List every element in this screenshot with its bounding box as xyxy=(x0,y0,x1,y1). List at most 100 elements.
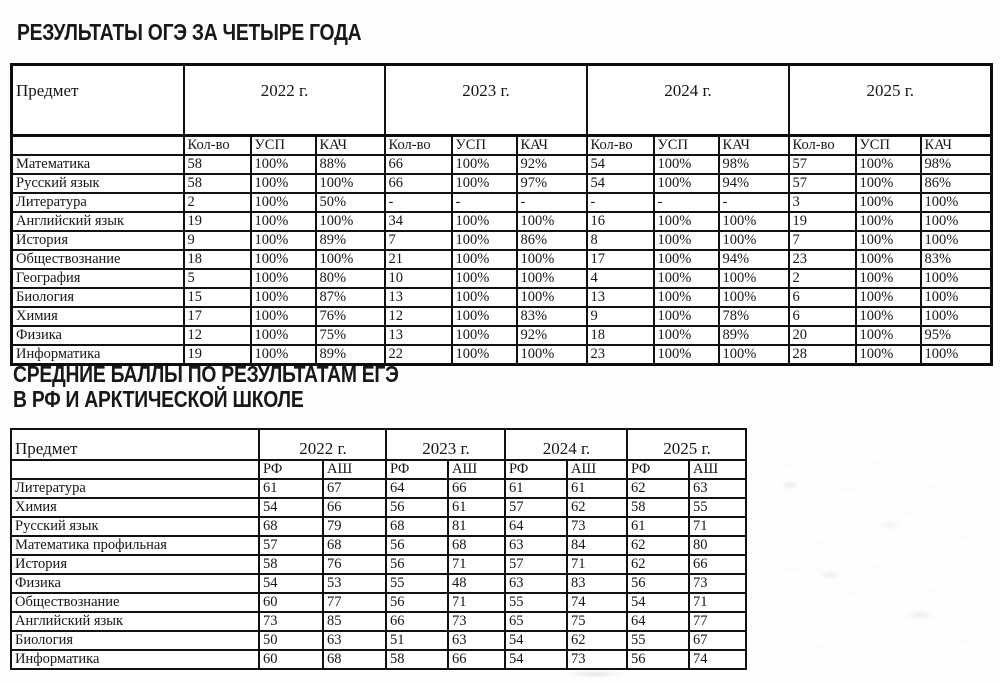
value-cell: 67 xyxy=(322,478,387,499)
year-column-header: 2024 г. xyxy=(585,63,790,137)
value-cell: 100% xyxy=(652,306,720,327)
value-cell: 100% xyxy=(450,211,518,232)
table-row: Химия 17 100% 76% 12 100% 83% 9 100% 78% 6 100% 100% xyxy=(10,306,993,327)
value-cell: 100% xyxy=(450,306,518,327)
value-cell: 73 xyxy=(688,573,747,594)
subject-cell: Русский язык xyxy=(10,516,260,537)
value-cell: 100% xyxy=(652,325,720,346)
value-cell: 66 xyxy=(447,478,506,499)
year-column-header: 2023 г. xyxy=(383,63,588,137)
value-cell: 100% xyxy=(854,211,922,232)
value-cell: 100% xyxy=(249,192,317,213)
value-cell: 100% xyxy=(652,173,720,194)
value-cell: 61 xyxy=(504,478,568,499)
value-cell: 61 xyxy=(447,497,506,518)
value-cell: 100% xyxy=(314,173,386,194)
table-row: Информатика 60 68 58 66 54 73 56 74 xyxy=(10,649,747,670)
sub-column-header: Кол-во xyxy=(182,134,252,156)
value-cell: 17 xyxy=(585,249,655,270)
value-cell: 28 xyxy=(787,344,857,366)
table-row: Русский язык 68 79 68 81 64 73 61 71 xyxy=(10,516,747,537)
table-row: Математика 58 100% 88% 66 100% 92% 54 100% 98% 57 1… xyxy=(10,154,993,175)
value-cell: 13 xyxy=(383,287,453,308)
value-cell: 86% xyxy=(515,230,588,251)
value-cell: 57 xyxy=(787,173,857,194)
value-cell: 54 xyxy=(504,630,568,651)
value-cell: 13 xyxy=(383,325,453,346)
value-cell: 3 xyxy=(787,192,857,213)
value-cell: 57 xyxy=(787,154,857,175)
value-cell: 100% xyxy=(450,154,518,175)
value-cell: 55 xyxy=(385,573,449,594)
value-cell: 56 xyxy=(626,649,690,670)
value-cell: 54 xyxy=(585,154,655,175)
value-cell: 9 xyxy=(585,306,655,327)
subject-cell: История xyxy=(10,554,260,575)
value-cell: 87% xyxy=(314,287,386,308)
sub-column-header: АШ xyxy=(447,459,506,480)
value-cell: 58 xyxy=(385,649,449,670)
subject-cell: Биология xyxy=(10,287,185,308)
value-cell: 100% xyxy=(249,287,317,308)
value-cell: 54 xyxy=(258,497,324,518)
value-cell: 100% xyxy=(717,344,790,366)
value-cell: - xyxy=(515,192,588,213)
ege-averages-title-line1: СРЕДНИЕ БАЛЛЫ ПО РЕЗУЛЬТАТАМ ЕГЭ xyxy=(13,361,399,387)
oge-results-title: РЕЗУЛЬТАТЫ ОГЭ ЗА ЧЕТЫРЕ ГОДА xyxy=(17,19,362,45)
value-cell: 100% xyxy=(249,306,317,327)
value-cell: 100% xyxy=(854,230,922,251)
value-cell: 61 xyxy=(258,478,324,499)
value-cell: 19 xyxy=(787,211,857,232)
value-cell: 100% xyxy=(854,306,922,327)
value-cell: 57 xyxy=(504,497,568,518)
value-cell: - xyxy=(450,192,518,213)
value-cell: 80% xyxy=(314,268,386,289)
value-cell: 64 xyxy=(626,611,690,632)
value-cell: 58 xyxy=(258,554,324,575)
value-cell: 13 xyxy=(585,287,655,308)
value-cell: 100% xyxy=(515,211,588,232)
value-cell: 100% xyxy=(919,230,993,251)
value-cell: 89% xyxy=(314,230,386,251)
value-cell: 85 xyxy=(322,611,387,632)
value-cell: 100% xyxy=(450,287,518,308)
subject-column-header: Предмет xyxy=(10,428,260,461)
value-cell: 78% xyxy=(717,306,790,327)
value-cell: 88% xyxy=(314,154,386,175)
value-cell: 62 xyxy=(566,630,628,651)
value-cell: 51 xyxy=(385,630,449,651)
value-cell: 56 xyxy=(626,573,690,594)
value-cell: 50% xyxy=(314,192,386,213)
table-row: Биология 50 63 51 63 54 62 55 67 xyxy=(10,630,747,651)
value-cell: 22 xyxy=(383,344,453,366)
table-row: Химия 54 66 56 61 57 62 58 55 xyxy=(10,497,747,518)
value-cell: 100% xyxy=(919,306,993,327)
value-cell: 100% xyxy=(652,249,720,270)
sub-column-header: УСП xyxy=(652,134,720,156)
value-cell: 19 xyxy=(182,211,252,232)
value-cell: 100% xyxy=(249,230,317,251)
value-cell: 18 xyxy=(585,325,655,346)
value-cell: 75% xyxy=(314,325,386,346)
value-cell: 56 xyxy=(385,535,449,556)
value-cell: 62 xyxy=(626,478,690,499)
sub-column-header: КАЧ xyxy=(314,134,386,156)
value-cell: 100% xyxy=(854,287,922,308)
value-cell: 75 xyxy=(566,611,628,632)
value-cell: 71 xyxy=(688,516,747,537)
value-cell: 8 xyxy=(585,230,655,251)
value-cell: 16 xyxy=(585,211,655,232)
value-cell: 57 xyxy=(258,535,324,556)
value-cell: 100% xyxy=(717,287,790,308)
table-row: Физика 12 100% 75% 13 100% 92% 18 100% 89% 20 100% 9… xyxy=(10,325,993,346)
value-cell: 68 xyxy=(385,516,449,537)
sub-column-header: АШ xyxy=(688,459,747,480)
value-cell: 100% xyxy=(249,325,317,346)
subject-cell: Английский язык xyxy=(10,611,260,632)
sub-column-header: РФ xyxy=(626,459,690,480)
value-cell: 17 xyxy=(182,306,252,327)
value-cell: 83% xyxy=(515,306,588,327)
year-column-header: 2024 г. xyxy=(504,428,628,461)
value-cell: 100% xyxy=(919,287,993,308)
table-row: Биология 15 100% 87% 13 100% 100% 13 100% 100% 6 10… xyxy=(10,287,993,308)
